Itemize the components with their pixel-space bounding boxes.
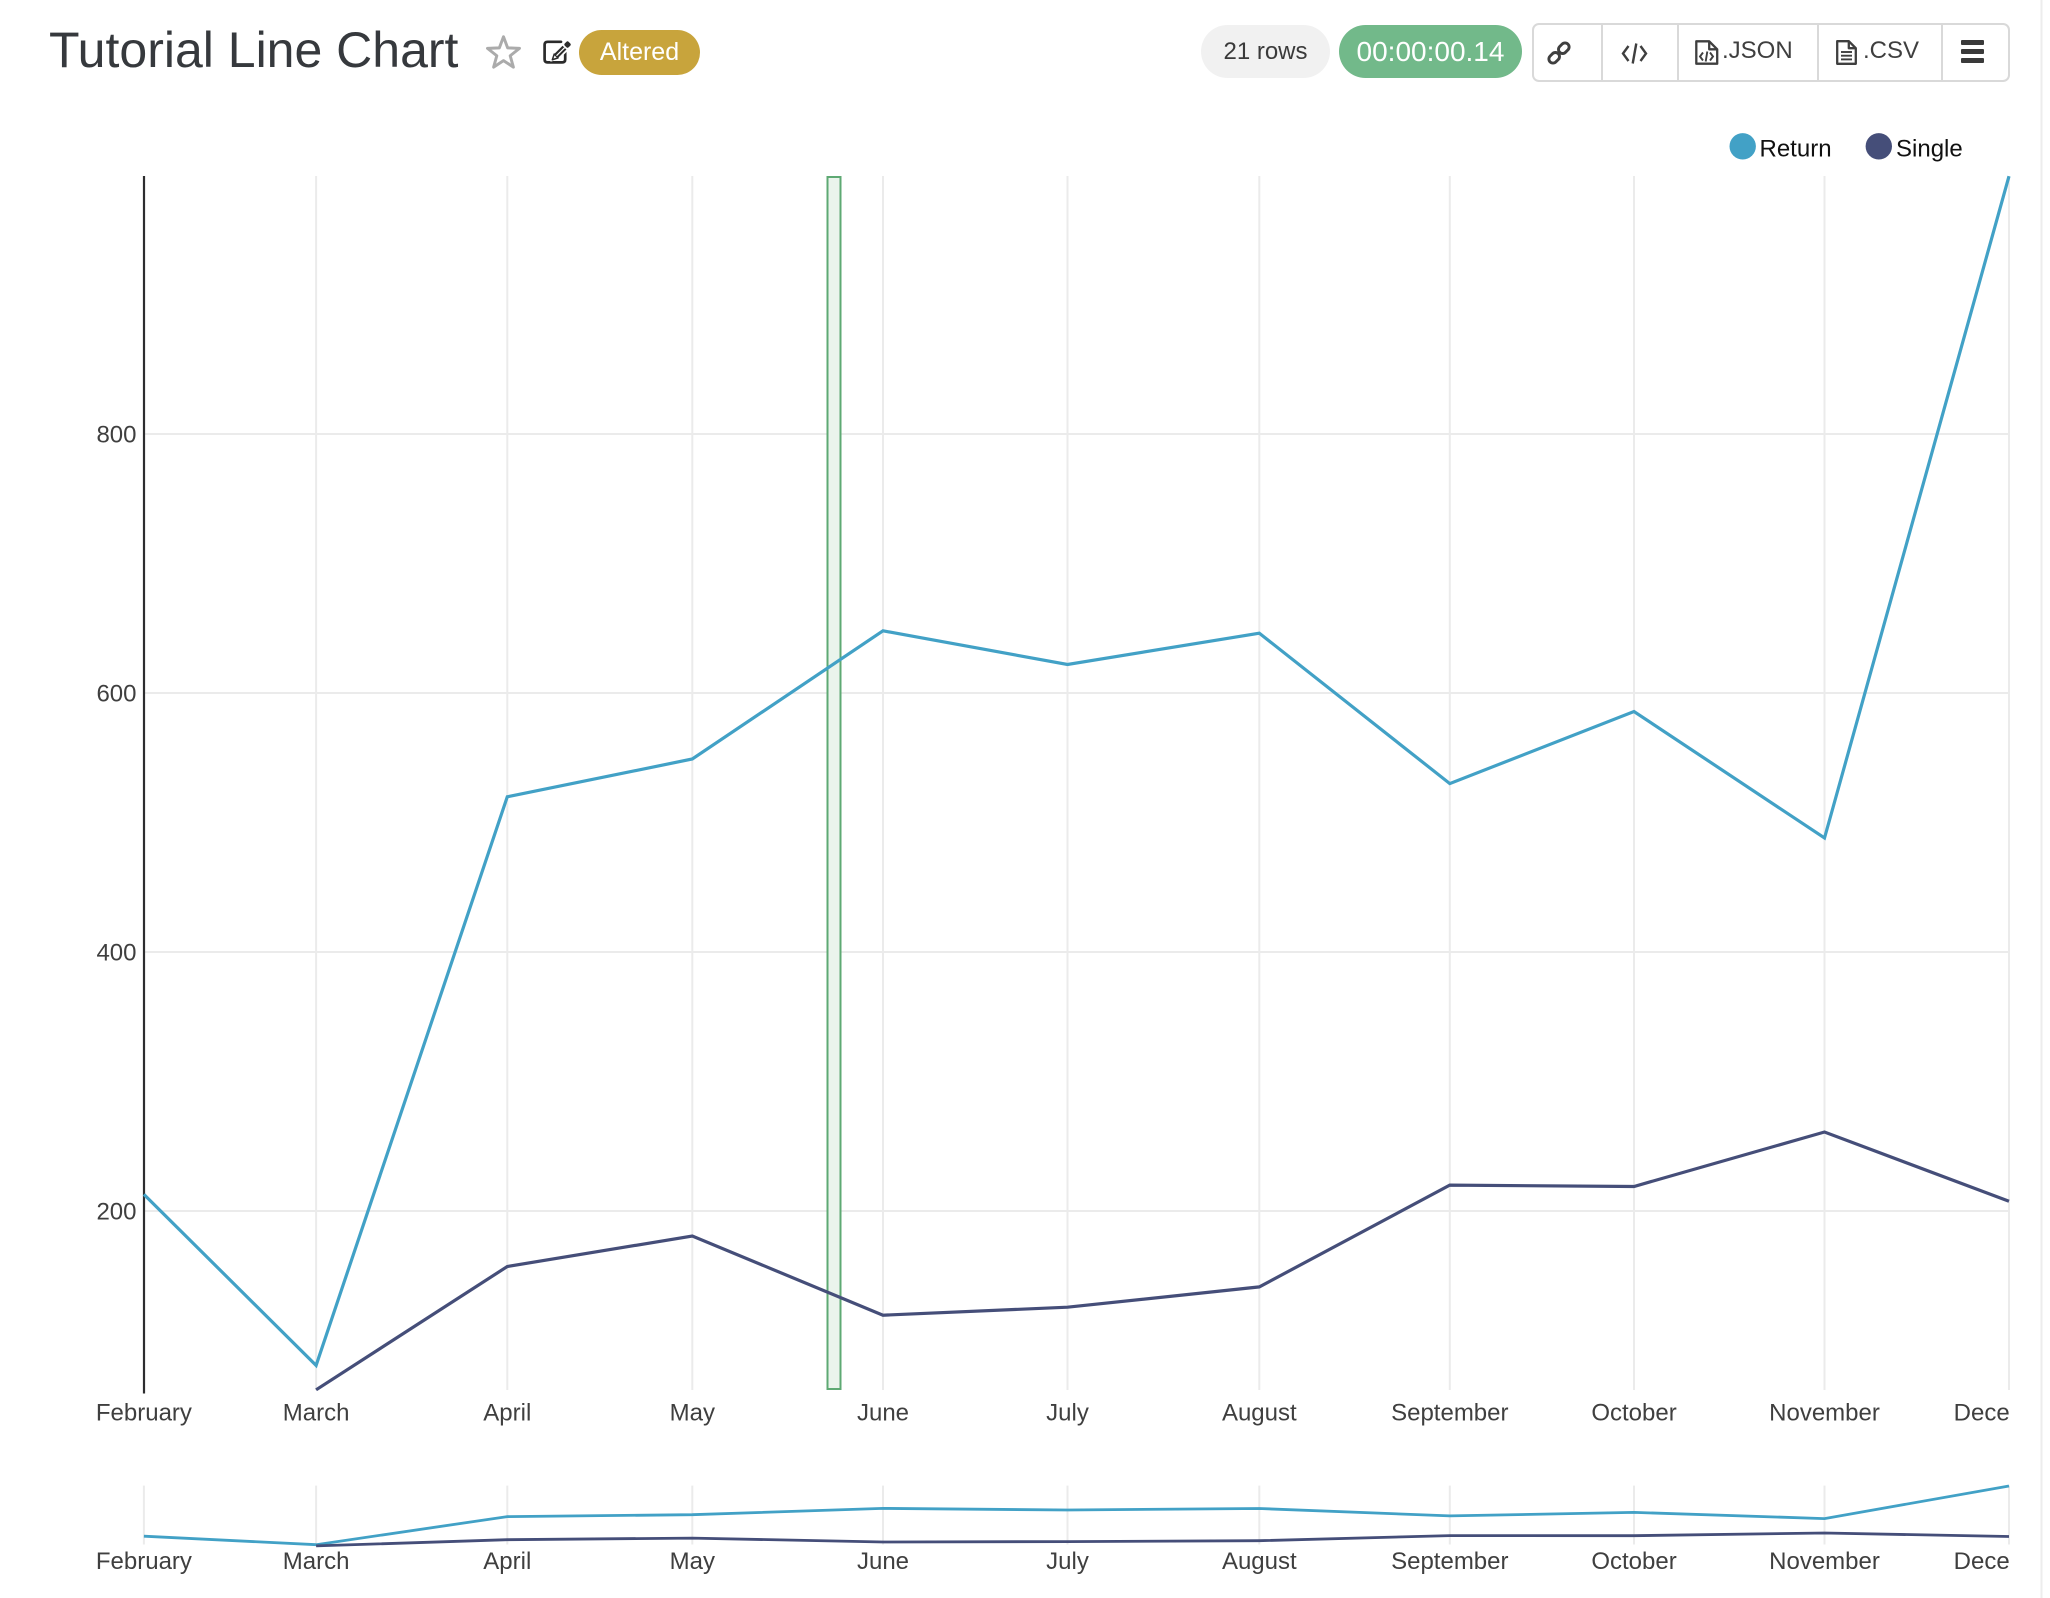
svg-text:800: 800: [96, 422, 136, 449]
svg-text:April: April: [483, 1548, 531, 1575]
svg-text:March: March: [283, 1548, 350, 1575]
svg-text:August: August: [1222, 1548, 1297, 1575]
svg-text:March: March: [283, 1399, 350, 1426]
svg-text:May: May: [670, 1548, 715, 1575]
svg-text:September: September: [1391, 1399, 1508, 1426]
svg-text:Single: Single: [1896, 136, 1963, 163]
svg-text:November: November: [1769, 1548, 1880, 1575]
svg-text:December: December: [1954, 1548, 2050, 1575]
svg-text:July: July: [1046, 1548, 1089, 1575]
svg-text:June: June: [857, 1399, 909, 1426]
svg-text:600: 600: [96, 681, 136, 708]
svg-text:200: 200: [96, 1199, 136, 1226]
svg-text:August: August: [1222, 1399, 1297, 1426]
svg-text:October: October: [1591, 1548, 1676, 1575]
svg-text:July: July: [1046, 1399, 1089, 1426]
svg-text:October: October: [1591, 1399, 1676, 1426]
svg-text:May: May: [670, 1399, 715, 1426]
svg-text:November: November: [1769, 1399, 1880, 1426]
svg-text:February: February: [96, 1548, 192, 1575]
svg-text:April: April: [483, 1399, 531, 1426]
svg-text:February: February: [96, 1399, 192, 1426]
svg-text:400: 400: [96, 940, 136, 967]
svg-text:June: June: [857, 1548, 909, 1575]
svg-text:September: September: [1391, 1548, 1508, 1575]
svg-text:December: December: [1954, 1399, 2050, 1426]
svg-text:Return: Return: [1760, 136, 1832, 163]
